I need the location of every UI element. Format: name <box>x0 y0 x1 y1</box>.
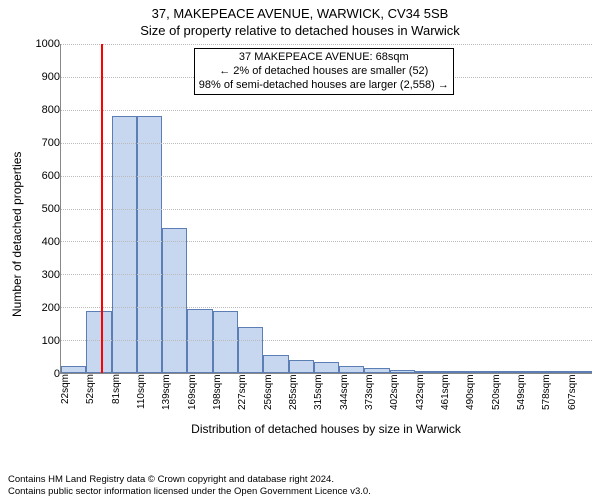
histogram-bar <box>466 371 491 373</box>
title-main: 37, MAKEPEACE AVENUE, WARWICK, CV34 5SB <box>8 6 592 21</box>
y-tick: 800 <box>42 104 60 116</box>
histogram-bar <box>213 311 238 374</box>
histogram-bar <box>314 362 339 374</box>
y-tick: 600 <box>42 170 60 182</box>
y-tick: 300 <box>42 269 60 281</box>
x-tick-label: 198sqm <box>212 374 237 420</box>
histogram-bar <box>289 360 314 373</box>
grid-line <box>61 274 592 275</box>
grid-line <box>61 110 592 111</box>
histogram-bar <box>86 311 111 374</box>
info-line-3: 98% of semi-detached houses are larger (… <box>199 79 449 93</box>
histogram-bar <box>516 371 541 373</box>
histogram-bar <box>137 116 162 373</box>
chart-container: 37, MAKEPEACE AVENUE, WARWICK, CV34 5SB … <box>0 0 600 500</box>
marker-line <box>101 44 103 373</box>
chart-area: Number of detached properties 0100200300… <box>8 44 592 424</box>
x-tick-label: 461sqm <box>440 374 465 420</box>
x-tick-label: 227sqm <box>237 374 262 420</box>
y-tick: 700 <box>42 137 60 149</box>
footer-line-1: Contains HM Land Registry data © Crown c… <box>8 474 592 485</box>
x-axis-labels: 22sqm52sqm81sqm110sqm139sqm169sqm198sqm2… <box>60 374 592 420</box>
histogram-bar <box>440 371 465 373</box>
histogram-bar <box>339 366 364 373</box>
grid-line <box>61 143 592 144</box>
x-tick-label: 520sqm <box>491 374 516 420</box>
x-tick-label: 607sqm <box>567 374 592 420</box>
x-tick-label: 402sqm <box>389 374 414 420</box>
title-sub: Size of property relative to detached ho… <box>8 23 592 38</box>
grid-line <box>61 44 592 45</box>
histogram-bar <box>61 366 86 373</box>
x-tick-label: 344sqm <box>339 374 364 420</box>
x-tick-label: 81sqm <box>111 374 136 420</box>
histogram-bar <box>162 228 187 373</box>
y-tick: 1000 <box>36 38 60 50</box>
x-tick-label: 256sqm <box>263 374 288 420</box>
footer-line-2: Contains public sector information licen… <box>8 486 592 497</box>
histogram-bar <box>567 371 592 373</box>
histogram-bar <box>238 327 263 373</box>
grid-line <box>61 209 592 210</box>
y-tick: 200 <box>42 302 60 314</box>
histogram-bar <box>390 370 415 373</box>
grid-line <box>61 241 592 242</box>
x-tick-label: 373sqm <box>364 374 389 420</box>
histogram-bar <box>541 371 566 373</box>
x-axis-title: Distribution of detached houses by size … <box>60 422 592 436</box>
x-tick-label: 52sqm <box>85 374 110 420</box>
histogram-bar <box>263 355 288 373</box>
info-box: 37 MAKEPEACE AVENUE: 68sqm ← 2% of detac… <box>194 48 454 95</box>
x-tick-label: 490sqm <box>465 374 490 420</box>
x-tick-label: 315sqm <box>313 374 338 420</box>
y-tick: 400 <box>42 236 60 248</box>
footer: Contains HM Land Registry data © Crown c… <box>8 474 592 497</box>
plot-region: 37 MAKEPEACE AVENUE: 68sqm ← 2% of detac… <box>60 44 592 374</box>
x-tick-label: 22sqm <box>60 374 85 420</box>
x-tick-label: 110sqm <box>136 374 161 420</box>
plot-wrap: 37 MAKEPEACE AVENUE: 68sqm ← 2% of detac… <box>60 44 592 424</box>
x-tick-label: 549sqm <box>516 374 541 420</box>
x-tick-label: 285sqm <box>288 374 313 420</box>
histogram-bar <box>491 371 516 373</box>
histogram-bar <box>364 368 389 373</box>
histogram-bar <box>415 371 440 373</box>
x-tick-label: 169sqm <box>187 374 212 420</box>
y-tick: 900 <box>42 71 60 83</box>
x-tick-label: 432sqm <box>415 374 440 420</box>
grid-line <box>61 340 592 341</box>
y-tick: 500 <box>42 203 60 215</box>
grid-line <box>61 176 592 177</box>
histogram-bar <box>112 116 137 373</box>
info-line-1: 37 MAKEPEACE AVENUE: 68sqm <box>199 51 449 65</box>
grid-line <box>61 307 592 308</box>
y-axis: 01002003004005006007008009001000 <box>24 44 60 374</box>
x-tick-label: 578sqm <box>541 374 566 420</box>
info-line-2: ← 2% of detached houses are smaller (52) <box>199 65 449 79</box>
y-tick: 100 <box>42 335 60 347</box>
x-tick-label: 139sqm <box>161 374 186 420</box>
y-axis-label: Number of detached properties <box>8 44 24 424</box>
